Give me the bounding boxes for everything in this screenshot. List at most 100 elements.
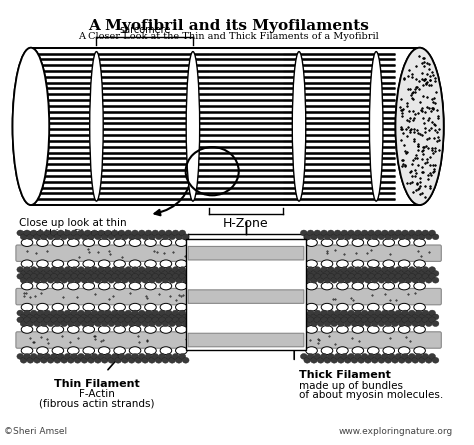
Ellipse shape [398, 321, 405, 327]
Ellipse shape [160, 303, 172, 311]
Ellipse shape [67, 277, 74, 283]
Ellipse shape [111, 267, 118, 272]
Ellipse shape [52, 282, 64, 290]
Ellipse shape [145, 282, 156, 290]
Ellipse shape [361, 274, 368, 279]
Ellipse shape [321, 317, 328, 323]
Ellipse shape [114, 260, 126, 268]
Ellipse shape [155, 321, 162, 327]
Ellipse shape [125, 310, 132, 316]
Ellipse shape [40, 321, 47, 327]
Ellipse shape [419, 271, 425, 276]
Ellipse shape [27, 277, 34, 283]
Ellipse shape [24, 267, 30, 272]
Ellipse shape [172, 353, 179, 359]
Ellipse shape [175, 282, 187, 290]
Ellipse shape [385, 314, 392, 320]
Ellipse shape [388, 353, 395, 359]
Ellipse shape [61, 271, 67, 276]
Ellipse shape [351, 234, 358, 240]
Ellipse shape [331, 357, 337, 363]
Ellipse shape [111, 230, 118, 236]
Ellipse shape [118, 230, 125, 236]
Ellipse shape [334, 267, 341, 272]
Ellipse shape [145, 347, 156, 355]
Ellipse shape [175, 321, 182, 327]
Ellipse shape [88, 357, 94, 363]
Ellipse shape [34, 321, 40, 327]
Ellipse shape [142, 357, 148, 363]
Ellipse shape [21, 326, 33, 333]
Ellipse shape [67, 234, 74, 240]
Ellipse shape [334, 317, 341, 323]
Ellipse shape [98, 310, 105, 316]
Ellipse shape [21, 347, 33, 355]
Ellipse shape [328, 230, 334, 236]
Ellipse shape [378, 321, 385, 327]
Ellipse shape [111, 274, 118, 279]
Ellipse shape [27, 234, 34, 240]
Ellipse shape [21, 303, 33, 311]
Text: sarcomere: sarcomere [119, 25, 170, 35]
Ellipse shape [99, 326, 110, 333]
Ellipse shape [135, 357, 142, 363]
Ellipse shape [105, 274, 111, 279]
Ellipse shape [337, 239, 348, 247]
Ellipse shape [17, 317, 24, 323]
Ellipse shape [24, 274, 30, 279]
Ellipse shape [175, 271, 182, 276]
Ellipse shape [36, 282, 48, 290]
Ellipse shape [412, 234, 419, 240]
Ellipse shape [429, 310, 436, 316]
Ellipse shape [145, 260, 156, 268]
Ellipse shape [108, 234, 115, 240]
Ellipse shape [83, 326, 94, 333]
Ellipse shape [378, 314, 385, 320]
Ellipse shape [378, 277, 385, 283]
Ellipse shape [415, 267, 422, 272]
Ellipse shape [83, 239, 94, 247]
Ellipse shape [361, 230, 368, 236]
Ellipse shape [155, 357, 162, 363]
Ellipse shape [64, 230, 71, 236]
Ellipse shape [169, 271, 175, 276]
Ellipse shape [20, 321, 27, 327]
Ellipse shape [128, 357, 135, 363]
Ellipse shape [54, 271, 61, 276]
Ellipse shape [367, 282, 379, 290]
Ellipse shape [398, 260, 410, 268]
Ellipse shape [383, 239, 394, 247]
Ellipse shape [160, 239, 172, 247]
Ellipse shape [129, 347, 141, 355]
Ellipse shape [314, 230, 321, 236]
Ellipse shape [88, 321, 94, 327]
Ellipse shape [74, 277, 81, 283]
Ellipse shape [78, 274, 84, 279]
FancyBboxPatch shape [16, 245, 441, 261]
Ellipse shape [54, 357, 61, 363]
Ellipse shape [90, 52, 103, 201]
Ellipse shape [20, 271, 27, 276]
Ellipse shape [432, 277, 439, 283]
Ellipse shape [138, 310, 145, 316]
Ellipse shape [361, 267, 368, 272]
Ellipse shape [34, 234, 40, 240]
Ellipse shape [182, 314, 189, 320]
Ellipse shape [115, 357, 121, 363]
Ellipse shape [371, 314, 378, 320]
Ellipse shape [382, 274, 388, 279]
Text: A Myofibril and its Myofilaments: A Myofibril and its Myofilaments [88, 19, 369, 33]
Ellipse shape [115, 271, 121, 276]
Ellipse shape [348, 274, 355, 279]
Ellipse shape [71, 230, 78, 236]
Ellipse shape [172, 317, 179, 323]
Ellipse shape [337, 271, 344, 276]
Ellipse shape [304, 321, 310, 327]
Ellipse shape [388, 274, 395, 279]
Ellipse shape [27, 321, 34, 327]
Ellipse shape [52, 303, 64, 311]
Ellipse shape [81, 234, 88, 240]
Ellipse shape [348, 230, 355, 236]
Ellipse shape [402, 310, 409, 316]
Ellipse shape [52, 326, 64, 333]
